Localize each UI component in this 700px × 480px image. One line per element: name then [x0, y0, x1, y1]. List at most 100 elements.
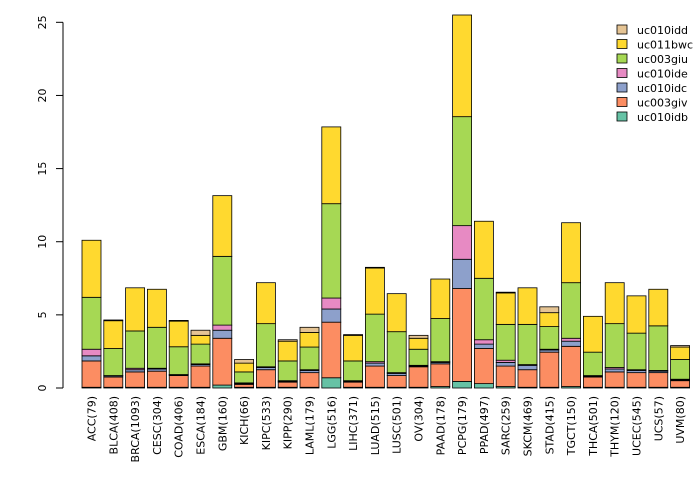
bar-segment	[604, 368, 625, 373]
x-tick-label: SKCM(469)	[522, 396, 535, 456]
bar-segment	[125, 330, 145, 369]
y-tick-label: 0	[36, 385, 49, 392]
x-tick-label: LAML(179)	[304, 396, 317, 455]
bar-segment	[364, 313, 385, 363]
bar-segment	[648, 288, 669, 327]
bar-segment	[343, 381, 364, 388]
bar-stack	[539, 306, 560, 389]
x-tick-label: KIPP(290)	[282, 396, 295, 449]
x-tick-label: KIPC(533)	[260, 396, 273, 450]
bar-stack	[583, 315, 603, 389]
bar-segment	[539, 306, 560, 314]
x-tick-label: PCPG(179)	[456, 396, 469, 455]
bar-segment	[583, 315, 603, 353]
legend-swatch	[616, 97, 628, 107]
x-tick-label: GBM(160)	[216, 396, 229, 451]
bar-segment	[146, 288, 167, 328]
bar-segment	[583, 376, 603, 388]
bar-segment	[408, 348, 429, 366]
bar-segment	[430, 363, 451, 387]
bar-segment	[473, 383, 494, 389]
bar-stack	[604, 282, 625, 389]
bar-segment	[517, 323, 538, 365]
bar-segment	[125, 371, 145, 388]
bar-segment	[299, 326, 320, 333]
bar-segment	[495, 291, 516, 294]
x-tick-label: PPAD(497)	[478, 396, 491, 454]
bar-segment	[343, 360, 364, 382]
bar-segment	[626, 295, 647, 334]
bar-segment	[146, 370, 167, 388]
bar-segment	[452, 381, 473, 389]
bar-stack	[648, 288, 669, 389]
y-tick-label: 10	[36, 235, 49, 249]
y-tick-label: 15	[36, 162, 49, 176]
legend-swatch	[616, 39, 628, 49]
x-tick-label: LGG(516)	[325, 396, 338, 449]
bar-segment	[495, 323, 516, 361]
bar-segment	[81, 348, 102, 357]
bar-stack	[495, 291, 516, 389]
x-tick-label: SARC(259)	[500, 396, 513, 455]
legend-swatch	[616, 111, 628, 122]
x-tick-label: LUSC(501)	[391, 396, 404, 454]
bar-segment	[452, 116, 473, 227]
bar-segment	[364, 365, 385, 388]
bar-stack	[670, 345, 690, 389]
bar-segment	[277, 360, 298, 382]
bar-stack	[364, 266, 385, 389]
bar-segment	[103, 319, 124, 322]
bar-segment	[473, 220, 494, 279]
y-tick-label: 25	[36, 15, 49, 29]
bar-segment	[473, 277, 494, 341]
bar-segment	[386, 375, 407, 388]
bar-segment	[604, 282, 625, 325]
x-tick-label: STAD(415)	[543, 396, 556, 454]
bar-segment	[255, 323, 276, 368]
legend-swatch	[616, 68, 628, 78]
bar-segment	[168, 320, 189, 348]
bar-stack	[146, 288, 167, 389]
bar-segment	[495, 292, 516, 325]
bar-segment	[190, 365, 211, 388]
bar-segment	[495, 362, 516, 367]
x-tick-label: KICH(66)	[238, 396, 251, 445]
bar-stack	[452, 14, 473, 389]
bar-segment	[539, 312, 560, 327]
bar-segment	[343, 334, 364, 362]
bar-segment	[626, 372, 647, 388]
bar-segment	[321, 126, 342, 205]
bar-segment	[408, 334, 429, 339]
bar-segment	[212, 329, 233, 339]
bar-stack	[103, 319, 124, 389]
bar-stack	[343, 334, 364, 389]
x-tick-label: UVM(80)	[674, 396, 687, 444]
bar-segment	[452, 288, 473, 382]
bar-segment	[103, 320, 124, 349]
bar-segment	[364, 267, 385, 315]
bar-segment	[321, 203, 342, 299]
bar-segment	[190, 329, 211, 336]
bar-segment	[321, 297, 342, 310]
bar-segment	[386, 331, 407, 374]
x-tick-label: BLCA(408)	[107, 396, 120, 454]
y-axis: 0 5 10 15 20 25	[36, 15, 64, 392]
x-tick-label: THCA(501)	[587, 396, 600, 457]
bar-stack	[473, 220, 494, 389]
bar-segment	[103, 348, 124, 376]
bar-segment	[364, 362, 385, 367]
y-tick-label: 20	[36, 88, 49, 102]
bar-segment	[212, 195, 233, 257]
legend-label: uc003giv	[637, 97, 688, 110]
bar-segment	[561, 337, 581, 342]
bar-segment	[364, 266, 385, 269]
bar-stack	[386, 293, 407, 389]
bar-segment	[234, 359, 255, 364]
bar-segment	[539, 326, 560, 350]
x-tick-label: THYM(120)	[609, 396, 622, 458]
bar-segment	[517, 287, 538, 325]
bar-segment	[561, 282, 581, 339]
bar-segment	[517, 369, 538, 388]
bar-segment	[670, 380, 690, 388]
